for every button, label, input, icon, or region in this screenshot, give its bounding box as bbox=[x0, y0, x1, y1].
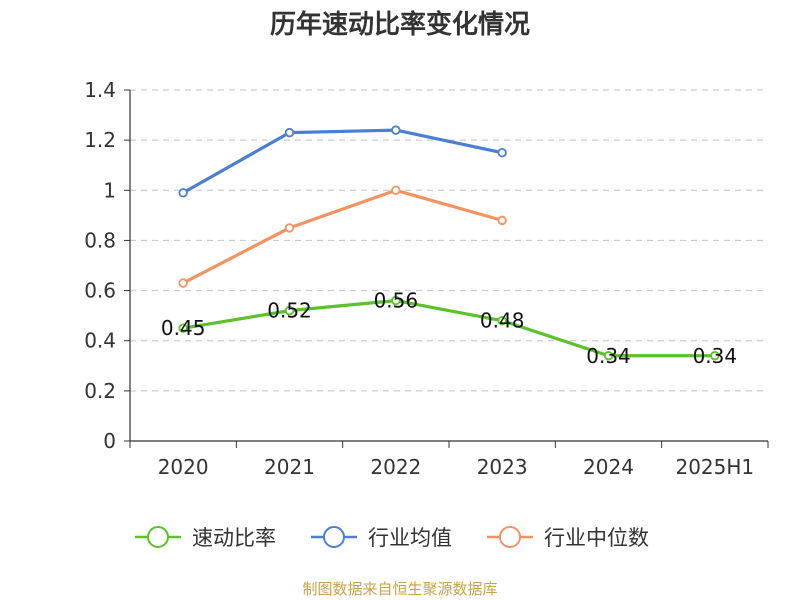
series-line bbox=[182, 299, 715, 358]
y-tick-label: 0.2 bbox=[84, 379, 116, 403]
data-point bbox=[284, 223, 295, 233]
legend-label: 行业均值 bbox=[368, 526, 452, 550]
x-tick-label: 2025H1 bbox=[675, 455, 754, 479]
data-label: 0.56 bbox=[374, 289, 419, 313]
data-point bbox=[284, 127, 295, 138]
y-tick-label: 0.6 bbox=[84, 279, 116, 303]
x-tick-label: 2024 bbox=[583, 455, 634, 479]
data-point bbox=[391, 185, 401, 195]
chart-title: 历年速动比率变化情况 bbox=[269, 10, 530, 40]
legend-label: 速动比率 bbox=[192, 526, 276, 550]
data-label: 0.45 bbox=[161, 316, 206, 340]
data-point bbox=[710, 351, 720, 361]
data-label: 0.48 bbox=[480, 309, 525, 333]
y-tick-label: 0.4 bbox=[84, 329, 116, 353]
data-point bbox=[391, 295, 401, 306]
data-point bbox=[497, 315, 507, 326]
data-label: 0.34 bbox=[693, 344, 738, 368]
legend-marker bbox=[323, 526, 345, 548]
data-label: 0.34 bbox=[586, 344, 631, 368]
data-point bbox=[284, 305, 295, 316]
data-point bbox=[603, 351, 614, 361]
legend-marker bbox=[499, 526, 521, 548]
data-point bbox=[178, 323, 188, 333]
series-line bbox=[182, 128, 503, 195]
y-tick-label: 1 bbox=[103, 178, 116, 202]
data-label: 0.52 bbox=[267, 299, 312, 323]
data-point bbox=[497, 215, 507, 226]
series-line bbox=[182, 188, 503, 285]
data-point bbox=[497, 147, 507, 158]
data-point bbox=[178, 278, 188, 288]
y-tick-label: 1.4 bbox=[84, 78, 116, 102]
legend-marker bbox=[147, 526, 169, 548]
data-point bbox=[391, 125, 401, 135]
x-tick-label: 2021 bbox=[264, 455, 315, 479]
x-tick-label: 2023 bbox=[477, 455, 528, 479]
legend-label: 行业中位数 bbox=[544, 526, 649, 550]
y-tick-label: 0.8 bbox=[84, 228, 116, 252]
x-tick-label: 2022 bbox=[370, 455, 421, 479]
y-tick-label: 0 bbox=[103, 429, 116, 453]
y-tick-label: 1.2 bbox=[84, 128, 116, 152]
source-note: 制图数据来自恒生聚源数据库 bbox=[302, 580, 498, 598]
data-point bbox=[178, 188, 188, 198]
x-tick-label: 2020 bbox=[158, 455, 209, 479]
